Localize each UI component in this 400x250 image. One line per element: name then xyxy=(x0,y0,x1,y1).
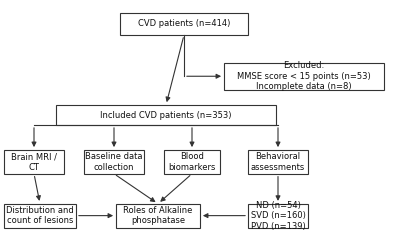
Text: Included CVD patients (n=353): Included CVD patients (n=353) xyxy=(100,110,232,120)
FancyBboxPatch shape xyxy=(248,204,308,228)
FancyBboxPatch shape xyxy=(4,150,64,174)
Text: Roles of Alkaline
phosphatase: Roles of Alkaline phosphatase xyxy=(123,206,193,225)
Text: Baseline data
collection: Baseline data collection xyxy=(85,152,143,172)
Text: Brain MRI /
CT: Brain MRI / CT xyxy=(11,152,57,172)
Text: Behavioral
assessments: Behavioral assessments xyxy=(251,152,305,172)
FancyBboxPatch shape xyxy=(56,105,276,125)
Text: Blood
biomarkers: Blood biomarkers xyxy=(168,152,216,172)
Text: Distribution and
count of lesions: Distribution and count of lesions xyxy=(6,206,74,225)
Text: Excluded:
MMSE score < 15 points (n=53)
Incomplete data (n=8): Excluded: MMSE score < 15 points (n=53) … xyxy=(237,61,371,91)
FancyBboxPatch shape xyxy=(248,150,308,174)
Text: ND (n=54)
SVD (n=160)
PVD (n=139): ND (n=54) SVD (n=160) PVD (n=139) xyxy=(250,201,306,230)
FancyBboxPatch shape xyxy=(116,204,200,228)
FancyBboxPatch shape xyxy=(4,204,76,228)
Text: CVD patients (n=414): CVD patients (n=414) xyxy=(138,19,230,28)
FancyBboxPatch shape xyxy=(120,12,248,35)
FancyBboxPatch shape xyxy=(84,150,144,174)
FancyBboxPatch shape xyxy=(164,150,220,174)
FancyBboxPatch shape xyxy=(224,62,384,90)
